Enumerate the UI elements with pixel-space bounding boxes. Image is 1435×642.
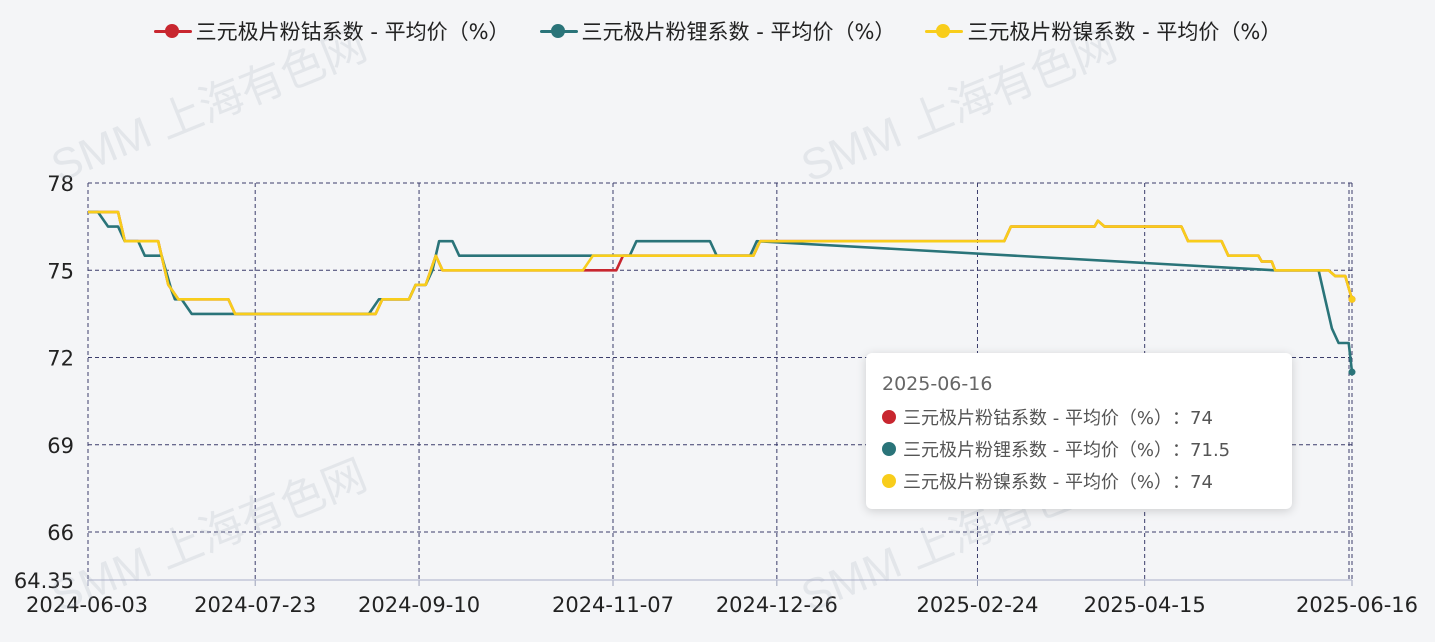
legend-swatch-icon	[539, 24, 578, 38]
tooltip-label: 三元极片粉镍系数 - 平均价（%）	[903, 472, 1173, 493]
y-tick-label: 75	[47, 259, 74, 283]
series-point	[1348, 368, 1356, 376]
legend-item-lithium[interactable]: 三元极片粉锂系数 - 平均价（%）	[539, 16, 896, 46]
tooltip-value: ：71.5	[1172, 440, 1231, 461]
series-point	[1348, 295, 1356, 303]
x-tick-label: 2024-11-07	[552, 593, 674, 617]
y-tick-label: 78	[47, 172, 74, 196]
x-tick-label: 2025-04-15	[1084, 593, 1206, 617]
axes: 64.35 66 69 72 75 78 2024-06-03 2024-07-23 2024-…	[14, 172, 1418, 617]
nickel-dot-icon	[882, 474, 896, 488]
legend-label: 三元极片粉镍系数 - 平均价（%）	[967, 20, 1282, 44]
tooltip-date: 2025-06-16	[882, 373, 993, 395]
x-tick-label: 2024-09-10	[358, 593, 480, 617]
series-line-2	[88, 210, 1354, 316]
x-tick-label: 2024-07-23	[194, 593, 316, 617]
chart-legend: 三元极片粉钴系数 - 平均价（%） 三元极片粉锂系数 - 平均价（%） 三元极片…	[0, 16, 1435, 46]
x-tick-label: 2024-06-03	[26, 593, 148, 617]
cobalt-dot-icon	[882, 410, 896, 424]
hover-tooltip: 2025-06-16 三元极片粉钴系数 - 平均价（%） ：74 三元极片粉锂系…	[866, 353, 1292, 509]
x-tick-label: 2025-02-24	[916, 593, 1038, 617]
tooltip-value: ：74	[1172, 408, 1213, 429]
legend-label: 三元极片粉钴系数 - 平均价（%）	[195, 20, 510, 44]
series-line-1	[88, 210, 1354, 373]
legend-item-cobalt[interactable]: 三元极片粉钴系数 - 平均价（%）	[153, 16, 510, 46]
y-tick-label: 66	[47, 521, 74, 545]
tooltip-label: 三元极片粉钴系数 - 平均价（%）	[903, 408, 1173, 429]
lithium-dot-icon	[882, 442, 896, 456]
y-tick-label: 69	[47, 434, 74, 458]
y-tick-label: 72	[47, 347, 74, 371]
tooltip-row-nickel: 三元极片粉镍系数 - 平均价（%） ：74	[882, 465, 1276, 497]
series-lines	[88, 210, 1356, 376]
legend-label: 三元极片粉锂系数 - 平均价（%）	[581, 20, 896, 44]
tooltip-row-cobalt: 三元极片粉钴系数 - 平均价（%） ：74	[882, 401, 1276, 433]
x-tick-label: 2025-06-16	[1296, 593, 1418, 617]
x-tick-label: 2024-12-26	[716, 593, 838, 617]
legend-swatch-icon	[153, 24, 192, 38]
tooltip-value: ：74	[1172, 472, 1213, 493]
legend-swatch-icon	[925, 24, 964, 38]
legend-item-nickel[interactable]: 三元极片粉镍系数 - 平均价（%）	[925, 16, 1281, 46]
y-tick-label: 64.35	[14, 569, 74, 593]
tooltip-row-lithium: 三元极片粉锂系数 - 平均价（%） ：71.5	[882, 433, 1276, 465]
tooltip-label: 三元极片粉锂系数 - 平均价（%）	[903, 440, 1173, 461]
